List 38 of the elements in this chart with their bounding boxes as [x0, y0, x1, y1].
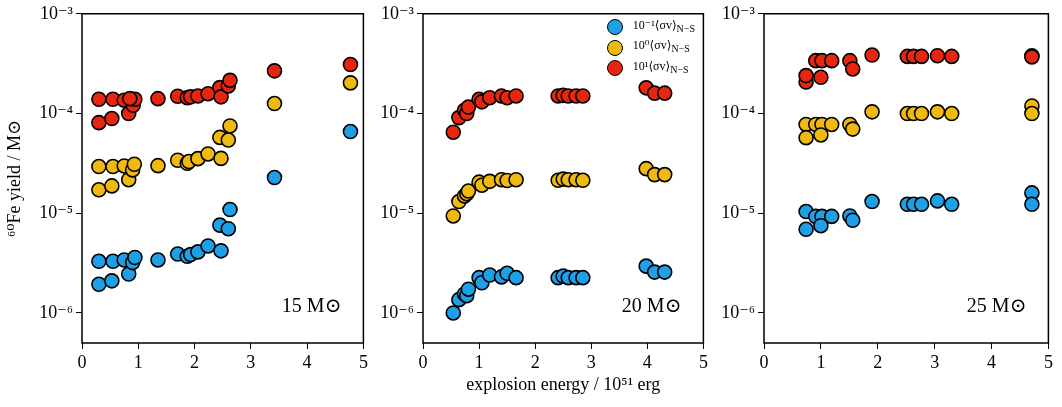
legend-label: 10⁰⟨σv⟩$_{N−S}$: [632, 37, 690, 57]
x-tick-label: 4: [302, 351, 312, 372]
legend-label: 10⁻¹⟨σv⟩$_{N−S}$: [632, 17, 695, 37]
y-tick-label: 10⁻⁶: [721, 301, 755, 322]
y-tick-label: 10⁻³: [722, 2, 756, 23]
x-tick-label: 1: [474, 351, 484, 372]
x-tick-label: 0: [759, 351, 769, 372]
y-tick-label: 10⁻⁶: [39, 301, 73, 322]
x-tick-label: 0: [418, 351, 428, 372]
x-tick-label: 2: [190, 351, 200, 372]
x-tick-label: 4: [987, 351, 997, 372]
x-axis-title: explosion energy / 10⁵¹ erg: [466, 373, 661, 394]
y-tick-label: 10⁻⁴: [380, 102, 414, 123]
x-tick-label: 4: [642, 351, 652, 372]
annotation: 15 M⊙: [281, 294, 342, 317]
y-tick-label: 10⁻⁶: [380, 301, 414, 322]
y-tick-label: 10⁻³: [381, 2, 415, 23]
x-tick-label: 3: [246, 351, 256, 372]
x-tick-label: 1: [133, 351, 143, 372]
annotation: 25 M⊙: [966, 294, 1027, 317]
y-tick-label: 10⁻³: [40, 2, 74, 23]
annotation: 20 M⊙: [621, 294, 682, 317]
y-tick-label: 10⁻⁵: [721, 201, 755, 222]
legend-label: 10¹⟨σv⟩$_{N−S}$: [632, 57, 689, 78]
y-axis-title: ⁶⁰Fe yield / M⊙: [3, 119, 24, 237]
y-tick-label: 10⁻⁴: [39, 102, 73, 123]
x-tick-label: 3: [586, 351, 596, 372]
x-tick-label: 2: [873, 351, 883, 372]
x-tick-label: 5: [1043, 351, 1053, 372]
y-tick-label: 10⁻⁴: [721, 102, 755, 123]
x-tick-label: 0: [77, 351, 87, 372]
x-tick-label: 5: [358, 351, 368, 372]
y-tick-label: 10⁻⁵: [39, 201, 73, 222]
y-tick-label: 10⁻⁵: [380, 201, 414, 222]
x-tick-label: 3: [930, 351, 940, 372]
x-tick-label: 1: [816, 351, 826, 372]
x-tick-label: 2: [530, 351, 540, 372]
x-tick-label: 5: [698, 351, 708, 372]
